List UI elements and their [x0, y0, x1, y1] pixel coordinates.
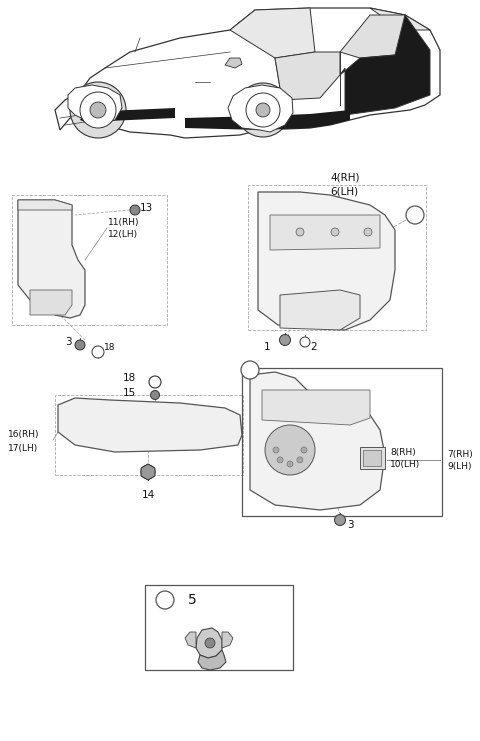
Circle shape	[130, 205, 140, 215]
Circle shape	[364, 228, 372, 236]
Polygon shape	[185, 110, 350, 130]
Text: 14: 14	[142, 490, 155, 500]
Polygon shape	[370, 8, 430, 30]
Polygon shape	[222, 632, 233, 648]
Circle shape	[246, 93, 280, 127]
Polygon shape	[225, 58, 242, 68]
Circle shape	[205, 638, 215, 648]
Polygon shape	[275, 52, 340, 100]
Bar	[55, 395, 243, 475]
Text: a: a	[162, 596, 168, 605]
Polygon shape	[196, 628, 222, 658]
Circle shape	[70, 82, 126, 138]
Circle shape	[331, 228, 339, 236]
Circle shape	[241, 361, 259, 379]
Text: 16(RH): 16(RH)	[8, 431, 39, 439]
Circle shape	[75, 340, 85, 350]
Polygon shape	[68, 85, 122, 125]
Text: 4(RH): 4(RH)	[330, 173, 360, 183]
Circle shape	[151, 391, 159, 399]
Text: 6(LH): 6(LH)	[330, 187, 358, 197]
Circle shape	[236, 83, 290, 137]
Circle shape	[300, 337, 310, 347]
Polygon shape	[198, 650, 226, 670]
Polygon shape	[18, 200, 85, 318]
Circle shape	[406, 206, 424, 224]
Circle shape	[156, 591, 174, 609]
Text: 8(RH): 8(RH)	[390, 448, 416, 456]
Circle shape	[296, 228, 304, 236]
Circle shape	[287, 461, 293, 467]
Polygon shape	[185, 632, 196, 648]
Polygon shape	[58, 398, 242, 452]
Circle shape	[80, 92, 116, 128]
Text: 1: 1	[264, 342, 270, 352]
Circle shape	[335, 514, 346, 525]
Circle shape	[141, 465, 155, 479]
Polygon shape	[250, 372, 385, 510]
Bar	[12, 195, 167, 325]
Circle shape	[273, 447, 279, 453]
Polygon shape	[262, 390, 370, 425]
Circle shape	[265, 425, 315, 475]
Text: 10(LH): 10(LH)	[390, 459, 420, 468]
Circle shape	[279, 334, 290, 345]
Polygon shape	[80, 108, 175, 122]
Circle shape	[301, 447, 307, 453]
Circle shape	[277, 457, 283, 463]
Circle shape	[297, 457, 303, 463]
Bar	[145, 585, 293, 670]
Text: 13: 13	[140, 203, 153, 213]
Bar	[242, 368, 442, 516]
Circle shape	[90, 102, 106, 118]
Polygon shape	[141, 464, 155, 480]
Text: 7(RH): 7(RH)	[447, 451, 473, 459]
Text: 18: 18	[104, 342, 116, 351]
Text: 15: 15	[123, 388, 136, 398]
Bar	[248, 185, 426, 330]
Text: 3: 3	[347, 520, 354, 530]
Text: 11(RH): 11(RH)	[108, 218, 140, 227]
Text: 2: 2	[310, 342, 317, 352]
Polygon shape	[270, 215, 380, 250]
Text: 12(LH): 12(LH)	[108, 230, 138, 239]
Polygon shape	[340, 15, 430, 115]
Text: a: a	[247, 365, 252, 374]
Bar	[363, 450, 381, 466]
Polygon shape	[18, 200, 72, 210]
Bar	[360, 447, 385, 469]
Polygon shape	[230, 8, 315, 58]
Circle shape	[256, 103, 270, 117]
Text: a: a	[412, 210, 418, 219]
Circle shape	[149, 376, 161, 388]
Polygon shape	[30, 290, 72, 315]
Polygon shape	[280, 290, 360, 330]
Polygon shape	[340, 15, 410, 58]
Text: 9(LH): 9(LH)	[447, 462, 471, 471]
Polygon shape	[228, 85, 293, 132]
Polygon shape	[55, 8, 440, 138]
Text: 17(LH): 17(LH)	[8, 444, 38, 453]
Text: 5: 5	[188, 593, 197, 607]
Circle shape	[92, 346, 104, 358]
Polygon shape	[258, 192, 395, 330]
Text: 18: 18	[123, 373, 136, 383]
Text: 3: 3	[65, 337, 72, 347]
